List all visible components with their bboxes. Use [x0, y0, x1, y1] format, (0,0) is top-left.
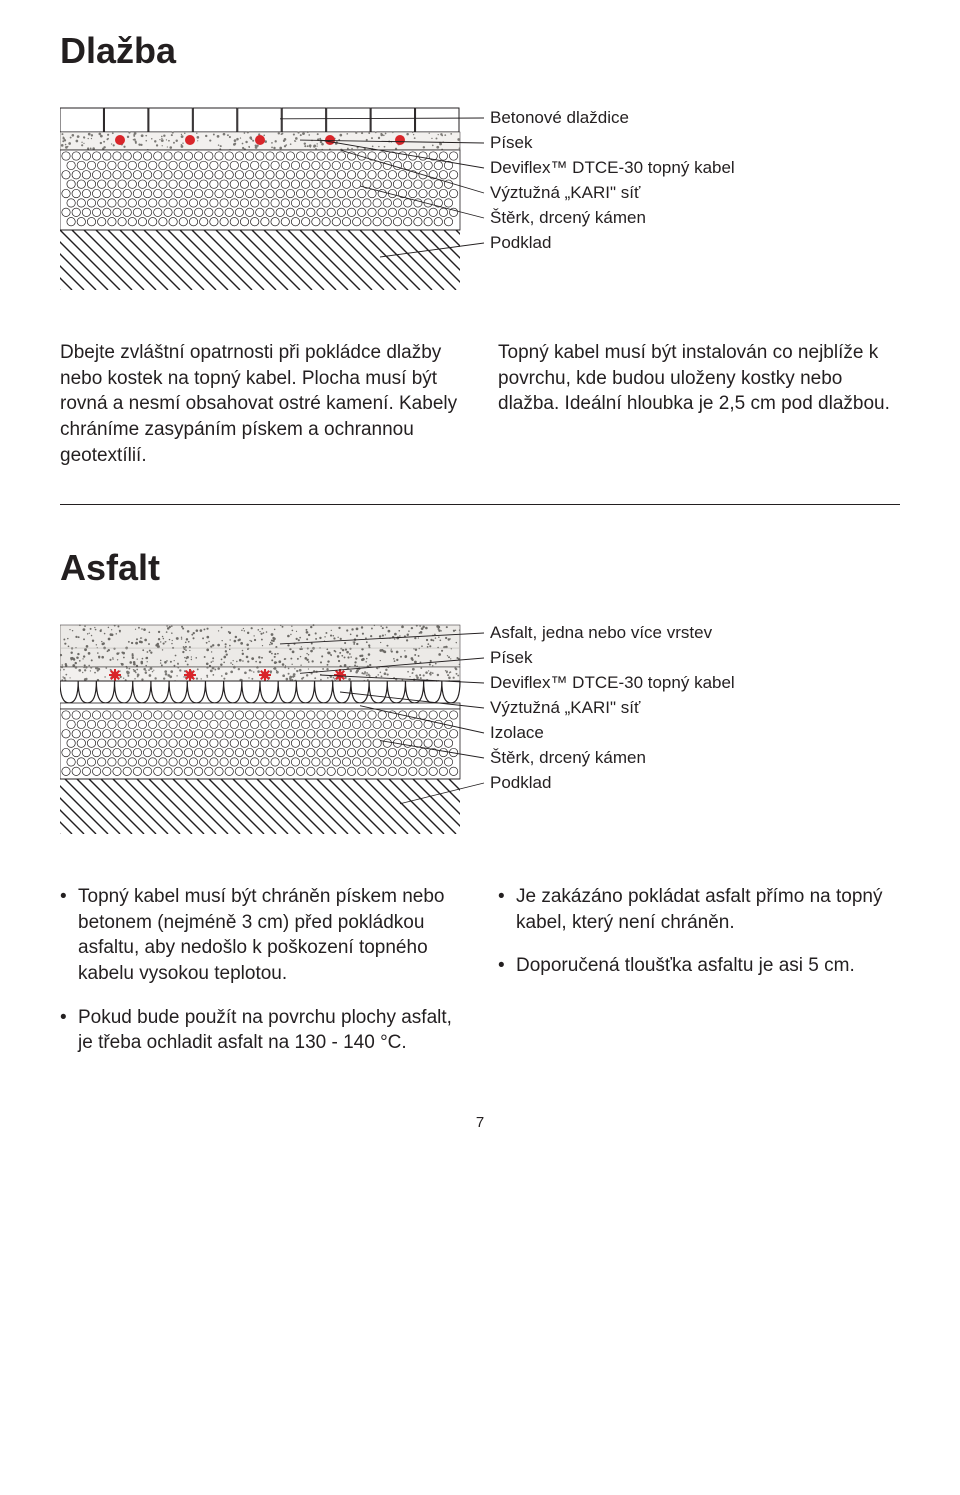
- layer-label: Štěrk, drcený kámen: [490, 206, 735, 231]
- bullet-item: Doporučená tloušťka asfaltu je asi 5 cm.: [498, 953, 900, 979]
- cross-section-asfalt: [60, 607, 900, 844]
- diagram-dlazba: Betonové dlaždicePísekDeviflex™ DTCE-30 …: [60, 90, 900, 300]
- layer-label: Podklad: [490, 771, 735, 796]
- section2-title: Asfalt: [60, 547, 900, 589]
- layer-label: Deviflex™ DTCE-30 topný kabel: [490, 156, 735, 181]
- layer-label: Podklad: [490, 231, 735, 256]
- section1-paragraphs: Dbejte zvláštní opatrnosti při pokládce …: [60, 340, 900, 468]
- section2-bullets: Topný kabel musí být chráněn pískem nebo…: [60, 884, 900, 1074]
- layer-label: Štěrk, drcený kámen: [490, 746, 735, 771]
- layer-label: Písek: [490, 646, 735, 671]
- layer-label: Výztužná „KARI" síť: [490, 181, 735, 206]
- bullets-left: Topný kabel musí být chráněn pískem nebo…: [60, 884, 462, 1074]
- layer-labels-asfalt: Asfalt, jedna nebo více vrstevPísekDevif…: [490, 621, 735, 796]
- cross-section-dlazba: [60, 90, 900, 300]
- bullet-item: Pokud bude použít na povrchu plochy asfa…: [60, 1005, 462, 1056]
- layer-label: Betonové dlaždice: [490, 106, 735, 131]
- separator: [60, 504, 900, 505]
- layer-labels-dlazba: Betonové dlaždicePísekDeviflex™ DTCE-30 …: [490, 106, 735, 256]
- section1-title: Dlažba: [60, 30, 900, 72]
- bullets-right: Je zakázáno pokládat asfalt přímo na top…: [498, 884, 900, 1074]
- section1-para-left: Dbejte zvláštní opatrnosti při pokládce …: [60, 340, 462, 468]
- section1-para-right: Topný kabel musí být instalován co nejbl…: [498, 340, 900, 468]
- page-number: 7: [60, 1114, 900, 1131]
- layer-label: Asfalt, jedna nebo více vrstev: [490, 621, 735, 646]
- diagram-asfalt: Asfalt, jedna nebo více vrstevPísekDevif…: [60, 607, 900, 844]
- bullet-item: Je zakázáno pokládat asfalt přímo na top…: [498, 884, 900, 935]
- layer-label: Izolace: [490, 721, 735, 746]
- layer-label: Výztužná „KARI" síť: [490, 696, 735, 721]
- layer-label: Písek: [490, 131, 735, 156]
- bullet-item: Topný kabel musí být chráněn pískem nebo…: [60, 884, 462, 987]
- layer-label: Deviflex™ DTCE-30 topný kabel: [490, 671, 735, 696]
